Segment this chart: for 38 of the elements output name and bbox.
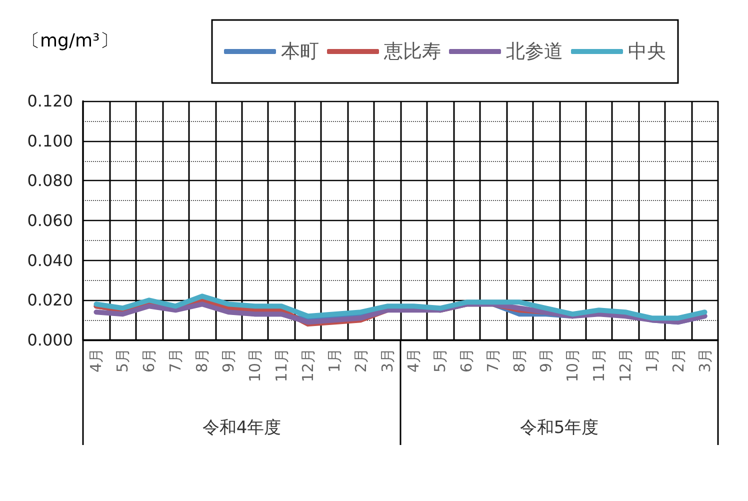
y-tick-label: 0.060 — [27, 211, 73, 230]
y-tick-label: 0.020 — [27, 290, 73, 310]
y-tick-label: 0.000 — [27, 330, 73, 350]
legend-label: 中央 — [628, 40, 666, 62]
y-tick-label: 0.120 — [27, 92, 73, 110]
x-tick-label: 5月 — [114, 348, 132, 373]
legend-label: 恵比寿 — [383, 40, 441, 62]
x-tick-label: 6月 — [458, 348, 476, 373]
x-tick-label: 5月 — [431, 348, 450, 373]
x-tick-label: 3月 — [378, 348, 396, 373]
x-tick-label: 2月 — [669, 348, 688, 373]
x-tick-label: 2月 — [352, 348, 370, 373]
x-tick-label: 12月 — [298, 348, 317, 382]
legend-label: 北参道 — [506, 40, 563, 62]
x-tick-label: 3月 — [696, 348, 714, 373]
x-tick-label: 11月 — [272, 348, 290, 382]
x-tick-label: 1月 — [642, 348, 661, 373]
x-tick-label: 4月 — [404, 348, 423, 373]
text: 令和4年度 — [202, 418, 282, 438]
text: 令和5年度 — [520, 418, 599, 438]
legend-label: 本町 — [281, 40, 319, 62]
x-tick-label: 10月 — [246, 348, 264, 382]
y-tick-label: 0.040 — [27, 250, 73, 270]
x-tick-label: 10月 — [563, 348, 582, 382]
x-tick-label: 1月 — [325, 348, 344, 373]
x-tick-label: 8月 — [510, 348, 529, 373]
x-tick-label: 4月 — [87, 348, 106, 373]
y-tick-label: 0.080 — [27, 171, 73, 190]
x-tick-label: 7月 — [166, 348, 185, 373]
y-axis-title: 〔mg/m³〕 — [22, 30, 118, 52]
x-tick-label: 6月 — [140, 348, 158, 373]
x-tick-label: 12月 — [616, 348, 634, 382]
x-tick-label: 7月 — [484, 348, 502, 373]
x-tick-label: 9月 — [537, 348, 556, 373]
x-tick-label: 11月 — [590, 348, 608, 382]
y-tick-label: 0.100 — [27, 131, 73, 150]
x-tick-label: 8月 — [193, 348, 212, 373]
x-tick-label: 9月 — [220, 348, 238, 373]
